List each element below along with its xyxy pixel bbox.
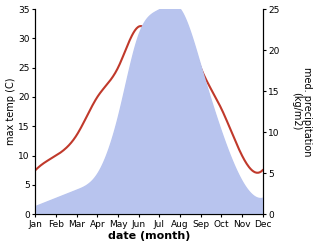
Y-axis label: med. precipitation
(kg/m2): med. precipitation (kg/m2) xyxy=(291,67,313,156)
X-axis label: date (month): date (month) xyxy=(108,231,190,242)
Y-axis label: max temp (C): max temp (C) xyxy=(5,78,16,145)
